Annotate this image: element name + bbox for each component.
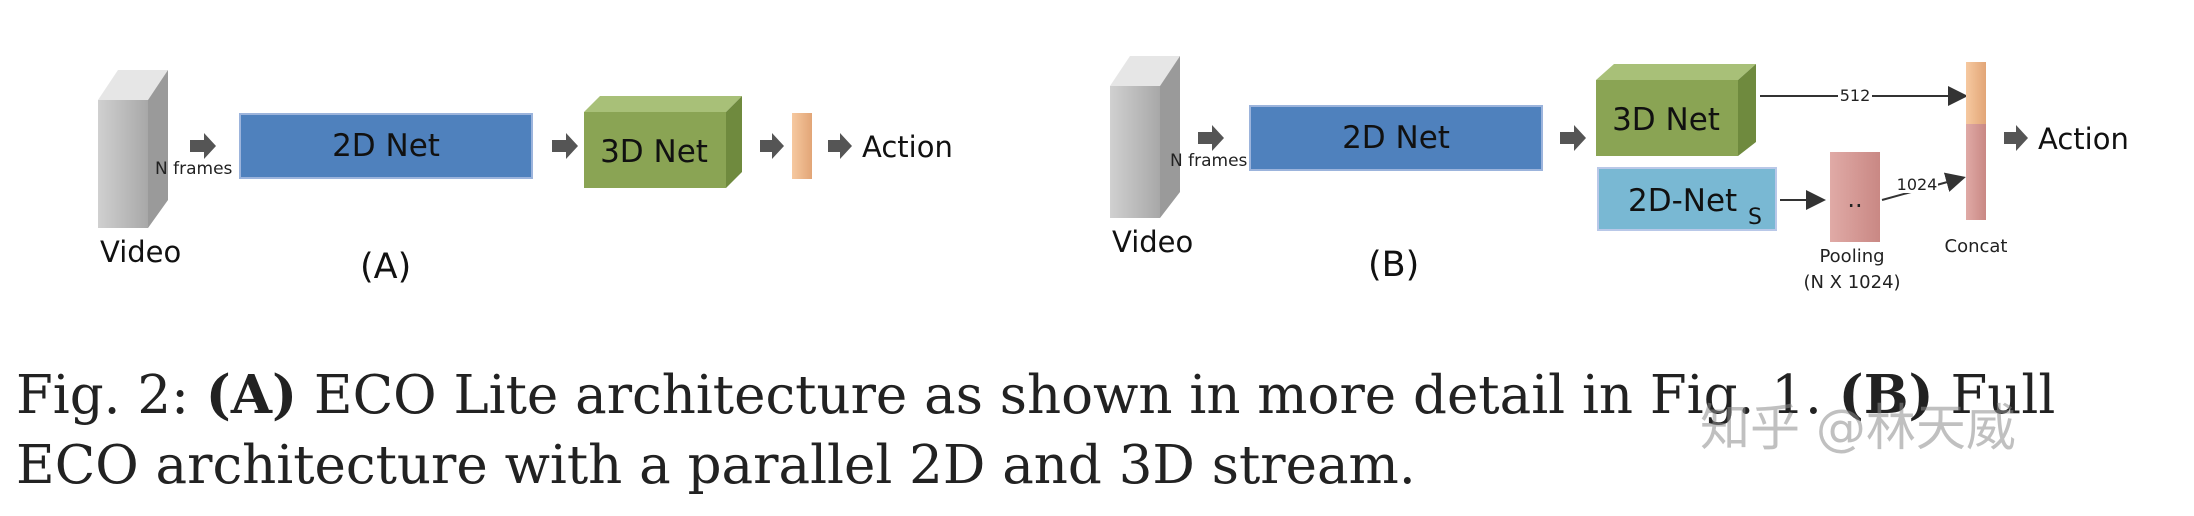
pooling-label-b: Pooling [1819,246,1884,267]
arrow-2d-streams-b [1560,125,1586,151]
feature-vector-a [792,113,812,179]
net2d-box-a [239,113,533,179]
arrow-2d-3d-a [552,133,578,159]
concat-bottom-b [1966,124,1986,220]
pooling-dims-b: (N X 1024) [1803,272,1900,293]
caption-part-a: (A) [205,364,298,426]
net3d-cube-a [584,96,742,188]
frames-label-b: N frames [1170,151,1248,171]
pooling-dots-b: .. [1847,185,1862,213]
edge-512-label: 512 [1840,86,1871,105]
edge-1024-label: 1024 [1897,175,1938,194]
net2ds-box-b [1597,167,1777,231]
net2d-box-b [1249,105,1543,171]
arrow-action-a [828,133,852,159]
panel-label-a: (A) [360,247,411,287]
caption-part-b: (B) [1838,364,1934,426]
video-label-b: Video [1112,225,1193,259]
frames-label-a: N frames [155,159,233,179]
net2ds-label-b: 2D-Net [1628,183,1737,219]
concat-label-b: Concat [1945,236,2008,257]
net3d-label-a: 3D Net [600,134,708,170]
panel-label-b: (B) [1368,245,1419,285]
frames-arrow-b [1198,125,1224,151]
net2d-label-b: 2D Net [1342,120,1450,156]
eco-diagram: Video N frames 2D Net 3D Net Action (A) [98,56,2129,293]
arrow-action-b [2004,125,2028,151]
concat-top-b [1966,62,1986,124]
frames-arrow-a [190,133,216,159]
video-block-b [1110,56,1180,218]
video-label-a: Video [100,235,181,269]
net2d-label-a: 2D Net [332,128,440,164]
video-block-a [98,70,168,228]
watermark: 知乎 @林天威 [1700,399,2016,457]
caption-prefix: Fig. 2: [16,365,206,426]
caption-text-a: ECO Lite architecture as shown in more d… [297,365,1839,426]
pooling-block-b [1830,152,1880,242]
net3d-cube-b [1596,64,1756,156]
arrow-3d-feat-a [760,133,784,159]
action-label-b: Action [2038,122,2129,156]
diagram-a: Video N frames 2D Net 3D Net Action (A) [98,70,953,287]
diagram-b: Video N frames 2D Net 3D Net 2D-Net S 51… [1110,56,2129,293]
figure-caption: Fig. 2: (A) ECO Lite architecture as sho… [16,360,2186,501]
net3d-label-b: 3D Net [1612,102,1720,138]
net2ds-subscript-b: S [1748,205,1762,230]
action-label-a: Action [862,130,953,164]
caption-text-b: Full ECO architecture with a parallel 2D… [16,365,2056,496]
